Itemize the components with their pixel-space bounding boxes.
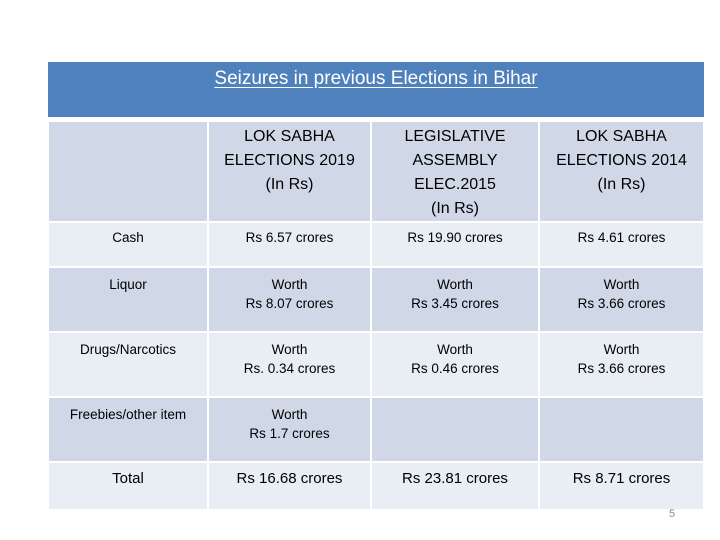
table-cell: Worth Rs 3.45 crores: [371, 267, 539, 332]
header-blank-cell: [48, 121, 208, 222]
table-row: Cash Rs 6.57 crores Rs 19.90 crores Rs 4…: [48, 222, 704, 267]
table-cell: Rs 4.61 crores: [539, 222, 704, 267]
table-cell: [371, 397, 539, 462]
row-label: Total: [48, 462, 208, 510]
table-row: Freebies/other item Worth Rs 1.7 crores: [48, 397, 704, 462]
row-label: Liquor: [48, 267, 208, 332]
table-cell: Worth Rs 1.7 crores: [208, 397, 371, 462]
table-row: Drugs/Narcotics Worth Rs. 0.34 crores Wo…: [48, 332, 704, 397]
table-header-row: LOK SABHA ELECTIONS 2019 (In Rs) LEGISLA…: [48, 121, 704, 222]
table-cell: [539, 397, 704, 462]
table-cell: Worth Rs. 0.34 crores: [208, 332, 371, 397]
header-lok-sabha-2014: LOK SABHA ELECTIONS 2014 (In Rs): [539, 121, 704, 222]
table-cell: Rs 19.90 crores: [371, 222, 539, 267]
row-label: Freebies/other item: [48, 397, 208, 462]
header-lok-sabha-2019: LOK SABHA ELECTIONS 2019 (In Rs): [208, 121, 371, 222]
seizures-table: LOK SABHA ELECTIONS 2019 (In Rs) LEGISLA…: [48, 121, 704, 510]
page-number: 5: [669, 508, 676, 520]
row-label: Cash: [48, 222, 208, 267]
table-cell: Worth Rs 3.66 crores: [539, 332, 704, 397]
slide-title: Seizures in previous Elections in Bihar: [214, 68, 538, 89]
table-cell: Worth Rs 0.46 crores: [371, 332, 539, 397]
table-row: Liquor Worth Rs 8.07 crores Worth Rs 3.4…: [48, 267, 704, 332]
table-cell: Rs 8.71 crores: [539, 462, 704, 510]
title-bar: Seizures in previous Elections in Bihar: [48, 62, 704, 117]
table-row-total: Total Rs 16.68 crores Rs 23.81 crores Rs…: [48, 462, 704, 510]
table-cell: Worth Rs 3.66 crores: [539, 267, 704, 332]
header-assembly-2015: LEGISLATIVE ASSEMBLY ELEC.2015 (In Rs): [371, 121, 539, 222]
table-cell: Rs 6.57 crores: [208, 222, 371, 267]
row-label: Drugs/Narcotics: [48, 332, 208, 397]
table-cell: Rs 23.81 crores: [371, 462, 539, 510]
table-cell: Worth Rs 8.07 crores: [208, 267, 371, 332]
table-cell: Rs 16.68 crores: [208, 462, 371, 510]
